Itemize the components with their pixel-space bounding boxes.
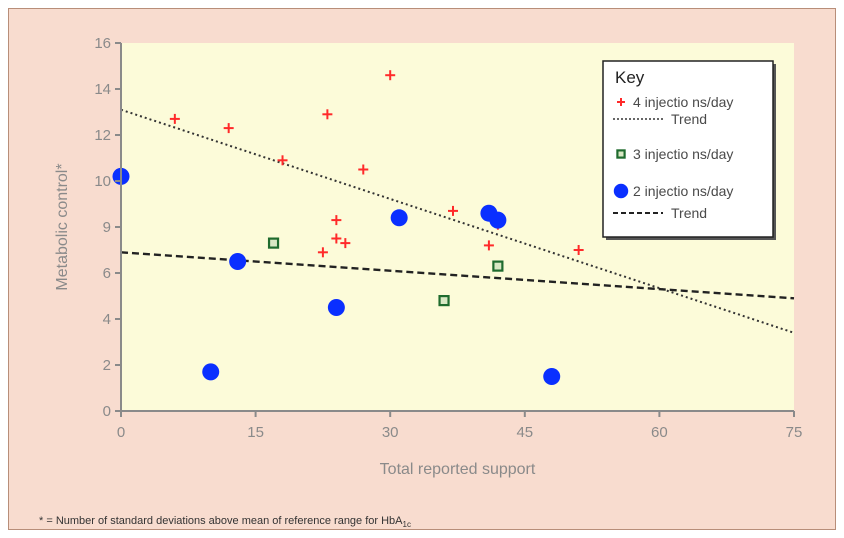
legend-item-4-injections: 4 injectio ns/day	[617, 94, 733, 110]
data-point-3-5	[390, 209, 408, 227]
data-point-1-12	[483, 240, 494, 251]
legend-item-trend-4-label: Trend	[671, 111, 707, 127]
trend-line-1	[120, 108, 795, 334]
legend-title: Key	[615, 68, 645, 87]
data-point-1-6	[331, 215, 342, 226]
axes: 0 15 30 45 60 75 0 2 4 6 9 10 12 14 16	[94, 35, 802, 441]
y-tick-label-4: 6	[103, 265, 111, 282]
data-point-1-4	[317, 247, 328, 258]
legend-item-4-injections-label: 4 injectio ns/day	[633, 94, 733, 110]
data-point-1-10	[385, 70, 396, 81]
data-point-1-8	[340, 238, 351, 249]
series-2	[267, 237, 504, 307]
legend-item-2-injections-label: 2 injectio ns/day	[633, 183, 733, 199]
legend-item-trend-4: Trend	[613, 111, 707, 127]
y-tick-label-6: 10	[94, 173, 111, 190]
y-tick-label-7: 12	[94, 127, 111, 144]
legend-item-3-injections-symbol	[616, 149, 626, 159]
legend-box	[602, 60, 774, 238]
footnote: * = Number of standard deviations above …	[39, 515, 411, 529]
legend-item-trend-2: Trend	[613, 205, 707, 221]
footnote-subscript: 1c	[402, 520, 411, 530]
series-3	[112, 167, 561, 385]
data-point-1-3	[277, 155, 288, 166]
y-tick-label-9: 16	[94, 35, 111, 52]
data-point-1-11	[448, 205, 459, 216]
legend-item-trend-2-label: Trend	[671, 205, 707, 221]
y-tick-label-8: 14	[94, 81, 111, 98]
y-tick-label-3: 4	[103, 311, 111, 328]
y-axis-title: Metabolic control*	[54, 163, 71, 290]
data-points	[112, 70, 584, 385]
x-tick-label-3: 30	[382, 424, 399, 441]
data-point-1-2	[223, 123, 234, 134]
data-point-2-2	[438, 295, 450, 307]
x-tick-label-2: 15	[247, 424, 264, 441]
chart-svg: 0 15 30 45 60 75 0 2 4 6 9 10 12 14 16 Key 4 injectio n…	[54, 35, 802, 478]
x-tick-label-6: 75	[786, 424, 803, 441]
chart-frame: 0 15 30 45 60 75 0 2 4 6 9 10 12 14 16 Key 4 injectio n…	[8, 8, 836, 530]
data-point-3-4	[327, 299, 345, 316]
data-point-1-7	[331, 233, 342, 244]
x-tick-label-5: 60	[651, 424, 668, 441]
legend-item-4-injections-symbol	[617, 98, 625, 106]
legend-item-3-injections-label: 3 injectio ns/day	[633, 146, 733, 162]
legend-item-2-injections-symbol	[613, 183, 629, 199]
y-tick-label-1: 0	[103, 403, 111, 420]
footnote-text: * = Number of standard deviations above …	[39, 515, 403, 527]
data-point-2-3	[492, 260, 504, 272]
x-axis-title: Total reported support	[380, 461, 536, 478]
legend-item-3-injections: 3 injectio ns/day	[616, 146, 733, 162]
data-point-1-1	[169, 113, 180, 124]
x-tick-label-4: 45	[516, 424, 533, 441]
data-point-3-3	[229, 253, 247, 270]
data-point-3-7	[489, 211, 507, 229]
y-tick-label-5: 9	[103, 219, 111, 236]
x-tick-label-1: 0	[117, 424, 125, 441]
data-point-1-14	[573, 245, 584, 255]
data-point-1-5	[322, 109, 333, 120]
data-point-3-8	[543, 368, 561, 385]
data-point-1-9	[358, 164, 369, 175]
legend-item-2-injections: 2 injectio ns/day	[613, 183, 733, 199]
data-point-2-1	[267, 237, 280, 249]
y-tick-label-2: 2	[103, 357, 111, 374]
data-point-3-2	[202, 363, 220, 381]
